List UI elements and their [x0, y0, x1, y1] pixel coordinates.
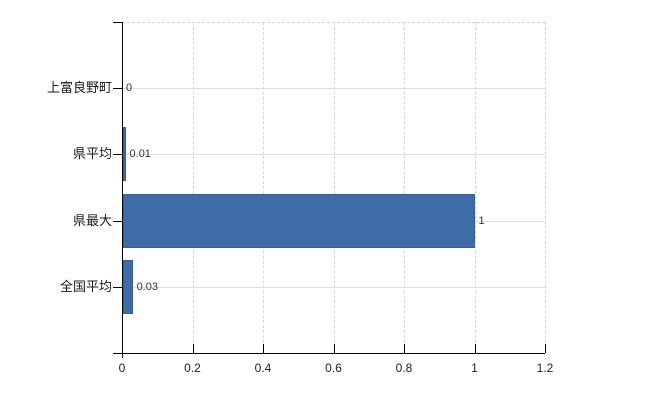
v-gridline [333, 22, 335, 353]
y-axis [122, 22, 123, 358]
bar [123, 260, 133, 314]
x-tick-label: 0.2 [184, 361, 201, 375]
value-label: 1 [478, 215, 485, 227]
h-gridline [122, 154, 545, 155]
v-gridline [192, 22, 194, 353]
x-axis [113, 353, 545, 354]
x-axis-tick [404, 344, 405, 353]
bar [123, 194, 475, 248]
category-label: 県最大 [72, 213, 112, 228]
value-label: 0.01 [129, 148, 151, 160]
x-axis-tick [192, 344, 194, 353]
x-tick-label: 1.2 [536, 361, 554, 375]
y-axis-tick [113, 287, 122, 288]
y-axis-tick [113, 88, 122, 89]
x-tick-label: 0.6 [325, 361, 342, 375]
value-label: 0 [126, 82, 133, 94]
x-axis-tick [333, 344, 335, 353]
x-tick-label: 0.8 [395, 361, 413, 375]
y-axis-end-tick [113, 22, 122, 23]
h-gridline [122, 287, 545, 288]
v-gridline [474, 22, 476, 353]
x-tick-label: 0 [118, 361, 126, 375]
v-gridline [545, 22, 546, 353]
x-tick-label: 1 [471, 361, 478, 375]
category-label: 上富良野町 [46, 80, 112, 95]
bar [123, 127, 126, 181]
category-label: 県平均 [72, 146, 112, 161]
y-axis-tick [113, 154, 122, 155]
y-axis-tick [113, 221, 122, 222]
x-tick-label: 0.4 [254, 361, 272, 375]
x-axis-tick [263, 344, 264, 353]
v-gridline [404, 22, 405, 353]
value-label: 0.03 [136, 281, 158, 293]
x-axis-tick [545, 344, 546, 353]
x-axis-tick [474, 344, 476, 353]
h-gridline [122, 88, 545, 89]
category-label: 全国平均 [59, 279, 112, 294]
v-gridline [263, 22, 264, 353]
